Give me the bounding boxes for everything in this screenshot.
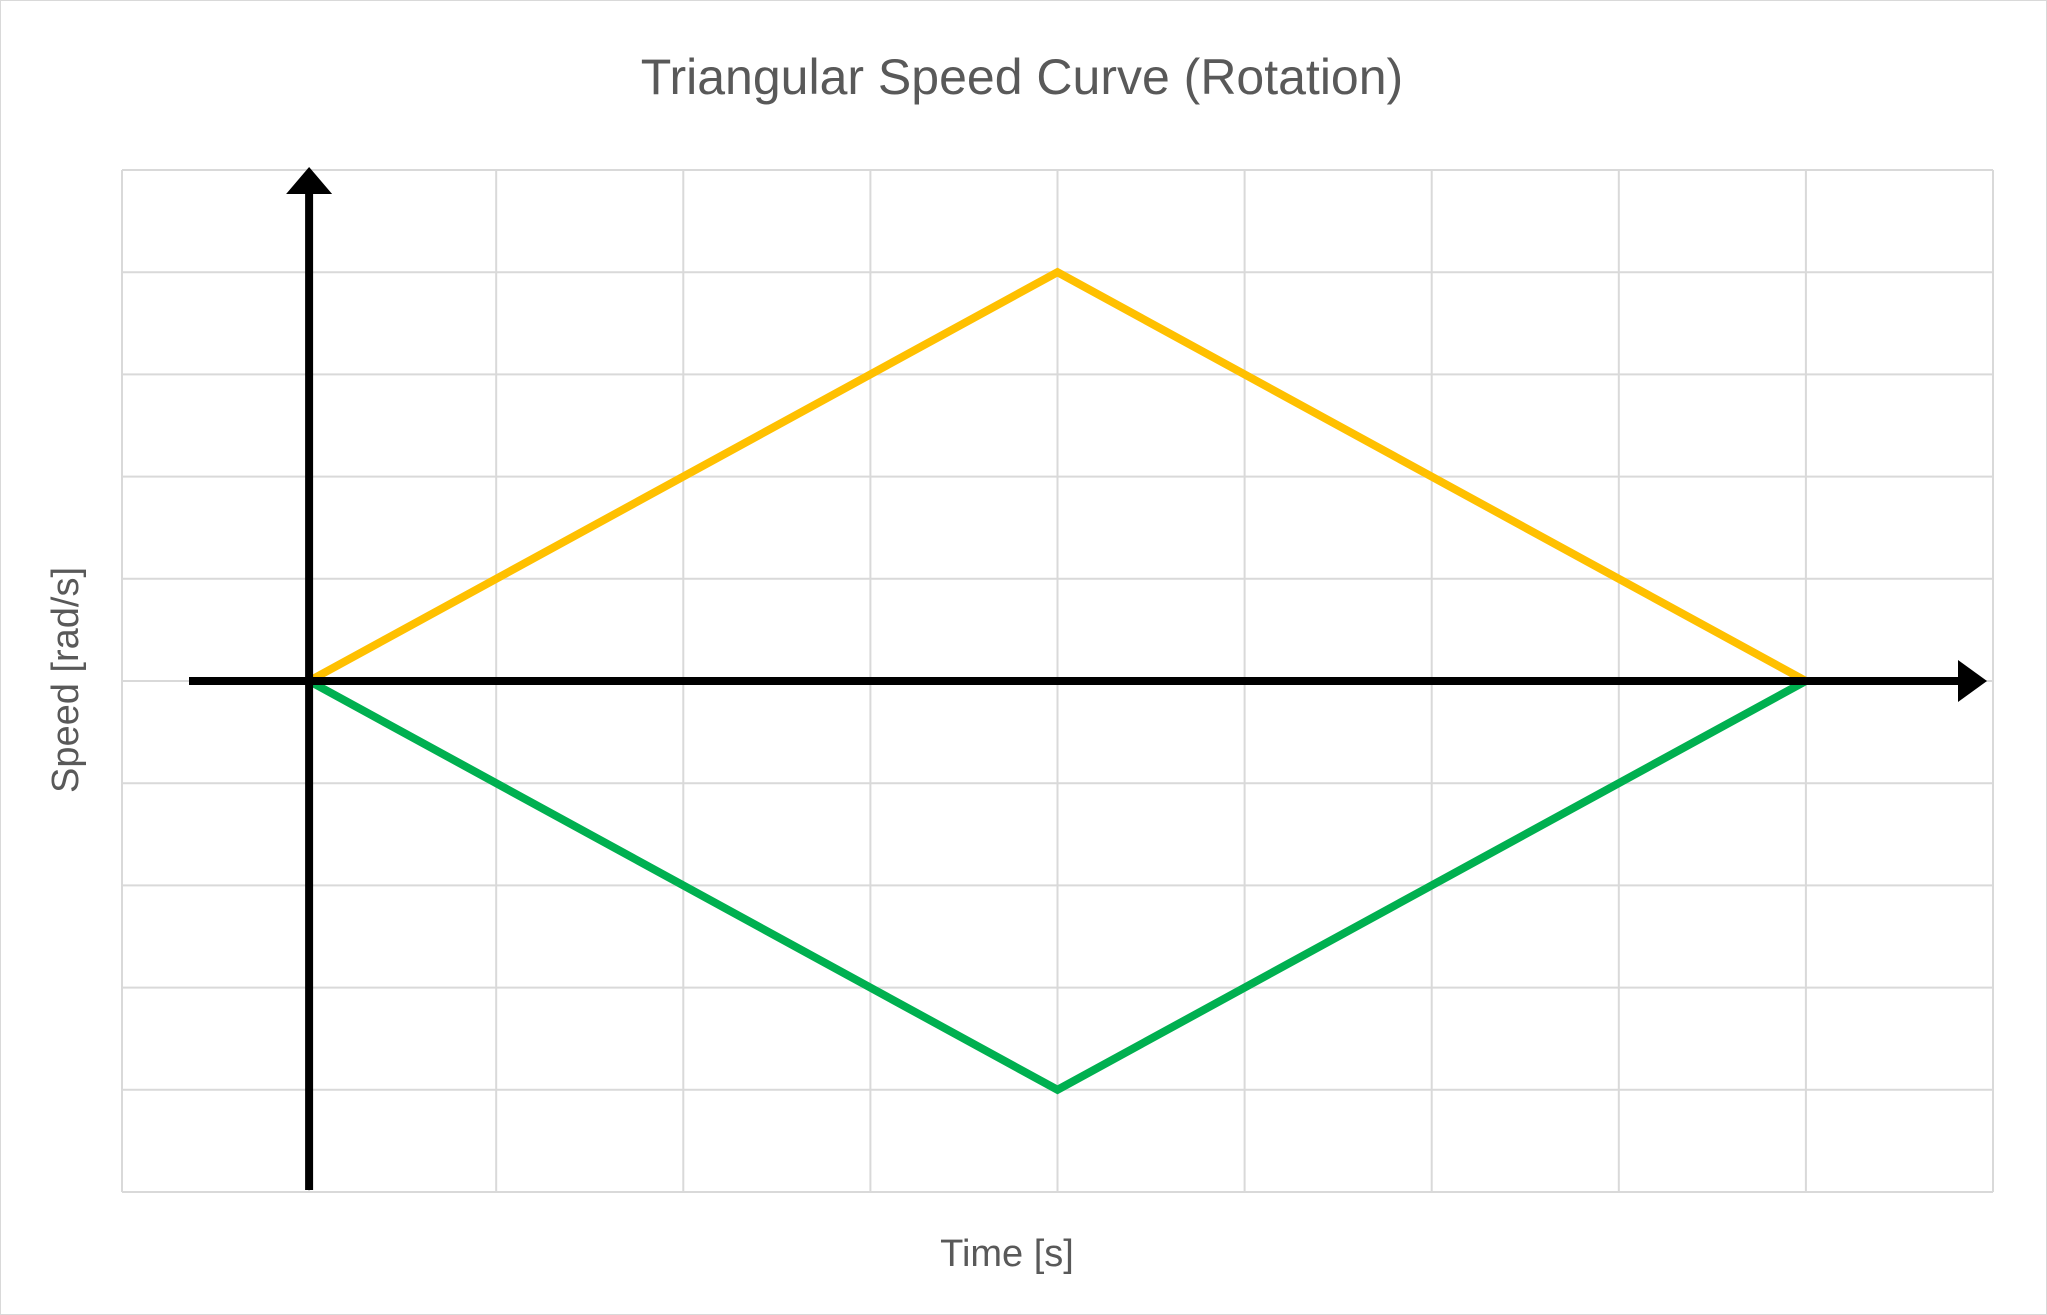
y-axis-label: Speed [rad/s] [45,567,87,793]
y-axis-arrowhead [286,167,333,194]
chart-title: Triangular Speed Curve (Rotation) [641,49,1403,105]
series-line-2 [307,677,1808,1095]
x-axis-label: Time [s] [940,1233,1074,1275]
x-axis-arrowhead [1958,660,1987,702]
axes [189,167,1987,1190]
series-lines [307,267,1808,1095]
series-line-1 [307,267,1808,685]
